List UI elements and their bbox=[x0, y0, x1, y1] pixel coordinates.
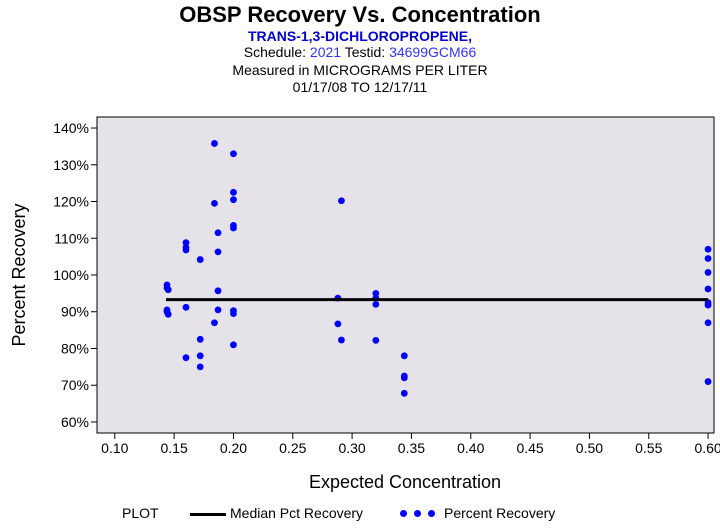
data-point bbox=[214, 229, 222, 237]
data-point bbox=[704, 319, 712, 327]
data-point bbox=[196, 256, 204, 263]
legend-title: PLOT bbox=[122, 505, 159, 521]
y-tick-label: 100% bbox=[53, 267, 89, 283]
y-tick-label: 110% bbox=[54, 230, 89, 246]
x-axis-label: Expected Concentration bbox=[309, 472, 501, 492]
data-point bbox=[704, 245, 712, 253]
plot-area bbox=[96, 116, 715, 434]
analyte-name: TRANS-1,3-DICHLOROPROPENE, bbox=[247, 28, 473, 44]
data-point bbox=[230, 188, 237, 196]
date-range: 01/17/08 TO 12/17/11 bbox=[292, 79, 428, 95]
data-point bbox=[211, 319, 218, 327]
schedule-line: Schedule: 2021 Testid: 34699GCM66 bbox=[0, 44, 720, 60]
units-line: Measured in MICROGRAMS PER LITER bbox=[232, 62, 488, 78]
data-point bbox=[338, 197, 345, 205]
data-point bbox=[196, 335, 204, 343]
data-point bbox=[372, 300, 380, 308]
data-point bbox=[704, 285, 712, 293]
data-point bbox=[704, 301, 712, 309]
x-tick-label: 0.40 bbox=[457, 440, 484, 456]
data-point bbox=[182, 303, 190, 311]
y-axis-label: Percent Recovery bbox=[9, 203, 29, 346]
data-point bbox=[164, 310, 172, 318]
y-tick-label: 140% bbox=[53, 120, 89, 136]
data-point bbox=[704, 255, 712, 262]
y-tick-label: 60% bbox=[61, 414, 89, 430]
y-tick-label: 130% bbox=[53, 157, 89, 173]
data-point bbox=[214, 306, 222, 314]
data-point bbox=[400, 352, 408, 360]
data-point bbox=[182, 246, 190, 254]
data-point bbox=[214, 248, 222, 256]
scatter-chart: 60%70%80%90%100%110%120%130%140% 0.10 0.1… bbox=[9, 116, 720, 492]
data-point bbox=[196, 363, 204, 371]
data-point bbox=[230, 196, 237, 204]
y-tick-label: 120% bbox=[53, 194, 89, 210]
data-point bbox=[230, 150, 237, 158]
data-point bbox=[230, 341, 237, 349]
schedule-value: 2021 bbox=[309, 44, 342, 60]
data-point bbox=[211, 199, 218, 207]
x-tick-label: 0.45 bbox=[516, 440, 543, 456]
data-point bbox=[211, 140, 218, 147]
data-point bbox=[704, 378, 712, 385]
chart-title: OBSP Recovery Vs. Concentration bbox=[179, 2, 541, 27]
x-tick-label: 0.55 bbox=[635, 440, 662, 456]
schedule-label: Schedule: bbox=[243, 44, 307, 60]
y-tick-label: 90% bbox=[61, 304, 89, 320]
legend-points-label: Percent Recovery bbox=[444, 505, 556, 521]
data-point bbox=[372, 337, 380, 344]
x-axis: 0.10 0.15 0.20 0.25 0.30 0.35 0.40 0.45 0.50 0.55… bbox=[101, 433, 720, 456]
data-point bbox=[372, 289, 380, 297]
data-point bbox=[230, 224, 237, 232]
x-tick-label: 0.35 bbox=[398, 440, 425, 456]
data-point bbox=[214, 287, 222, 295]
data-point bbox=[196, 352, 204, 360]
x-tick-label: 0.30 bbox=[338, 440, 365, 456]
data-points bbox=[163, 140, 712, 397]
data-point bbox=[400, 389, 408, 397]
x-tick-label: 0.15 bbox=[161, 440, 188, 456]
data-point bbox=[230, 310, 237, 317]
legend-median-label: Median Pct Recovery bbox=[230, 505, 364, 521]
data-point bbox=[334, 320, 342, 328]
data-point bbox=[400, 374, 408, 382]
testid-label: Testid: bbox=[344, 44, 386, 60]
data-point bbox=[182, 239, 190, 247]
legend-points-swatch bbox=[400, 510, 440, 518]
x-tick-label: 0.20 bbox=[220, 440, 247, 456]
data-point bbox=[338, 336, 345, 344]
testid-value: 34699GCM66 bbox=[389, 44, 477, 60]
y-axis: 60% 70% 80% 90% 100% 110% 120% 130% 140% bbox=[53, 120, 97, 430]
x-tick-label: 0.25 bbox=[279, 440, 306, 456]
data-point bbox=[164, 286, 172, 294]
x-tick-label: 0.50 bbox=[576, 440, 603, 456]
x-tick-label: 0.10 bbox=[101, 440, 128, 456]
legend-median-line-swatch bbox=[190, 513, 226, 516]
y-tick-label: 70% bbox=[61, 377, 89, 393]
x-tick-label: 0.60 bbox=[694, 440, 720, 456]
data-point bbox=[182, 354, 190, 362]
y-tick-label: 80% bbox=[61, 340, 89, 356]
legend: PLOT Median Pct Recovery Percent Recover… bbox=[0, 502, 720, 526]
data-point bbox=[704, 269, 712, 276]
